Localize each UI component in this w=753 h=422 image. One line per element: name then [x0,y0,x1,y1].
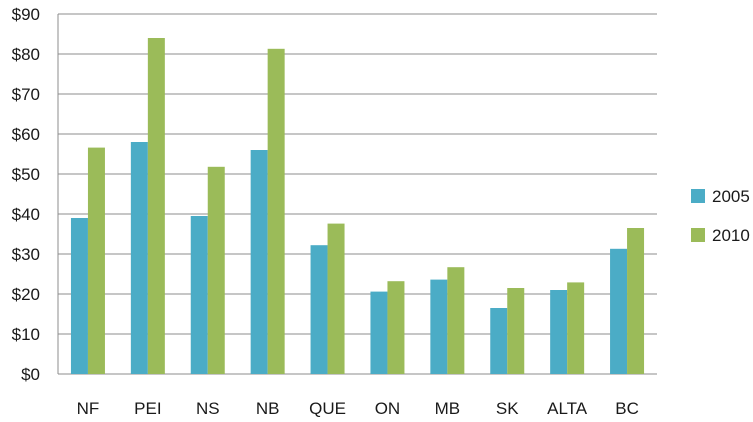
bar-2005-pei [130,142,148,374]
y-tick-label: $20 [12,285,40,304]
x-category-label: PEI [134,399,161,418]
x-category-label: BC [615,399,639,418]
bar-2005-on [370,291,388,374]
bar-2010-nb [267,48,285,375]
bar-2010-on [387,281,405,374]
bar-2010-que [327,223,345,374]
x-category-label: NB [256,399,280,418]
x-category-label: ON [375,399,401,418]
bar-2010-sk [507,288,525,374]
x-category-label: SK [496,399,519,418]
y-tick-label: $50 [12,165,40,184]
y-axis-tick-labels: $0 $10 $20 $30 $40 $50 $60 $70 $80 $90 [12,5,40,384]
x-category-label: NF [77,399,100,418]
x-category-label: QUE [309,399,346,418]
bar-2005-nb [250,150,268,374]
bar-2010-mb [447,267,465,374]
legend-label-2010: 2010 [712,226,750,245]
y-tick-label: $0 [21,365,40,384]
bar-2005-mb [430,279,448,374]
legend-label-2005: 2005 [712,187,750,206]
x-category-label: NS [196,399,220,418]
bar-2005-ns [190,216,208,374]
y-tick-label: $10 [12,325,40,344]
bar-2010-nf [87,147,105,374]
y-tick-label: $70 [12,85,40,104]
bar-2010-bc [627,228,645,374]
legend: 2005 2010 [691,187,750,245]
y-tick-label: $90 [12,5,40,24]
bar-2010-ns [207,166,225,374]
x-category-label: ALTA [547,399,588,418]
bar-2010-pei [147,38,165,374]
x-axis-category-labels: NF PEI NS NB QUE ON MB SK ALTA BC [77,399,639,418]
legend-swatch-2010 [691,228,705,242]
bar-2005-bc [610,248,628,374]
bars [70,38,645,375]
legend-swatch-2005 [691,189,705,203]
x-category-label: MB [435,399,461,418]
y-tick-label: $30 [12,245,40,264]
bar-2005-alta [550,290,568,374]
bar-2005-que [310,245,328,374]
y-tick-label: $40 [12,205,40,224]
bar-2005-sk [490,308,508,374]
bar-2010-alta [567,282,585,374]
y-tick-label: $60 [12,125,40,144]
bar-2005-nf [70,218,88,374]
y-tick-label: $80 [12,45,40,64]
